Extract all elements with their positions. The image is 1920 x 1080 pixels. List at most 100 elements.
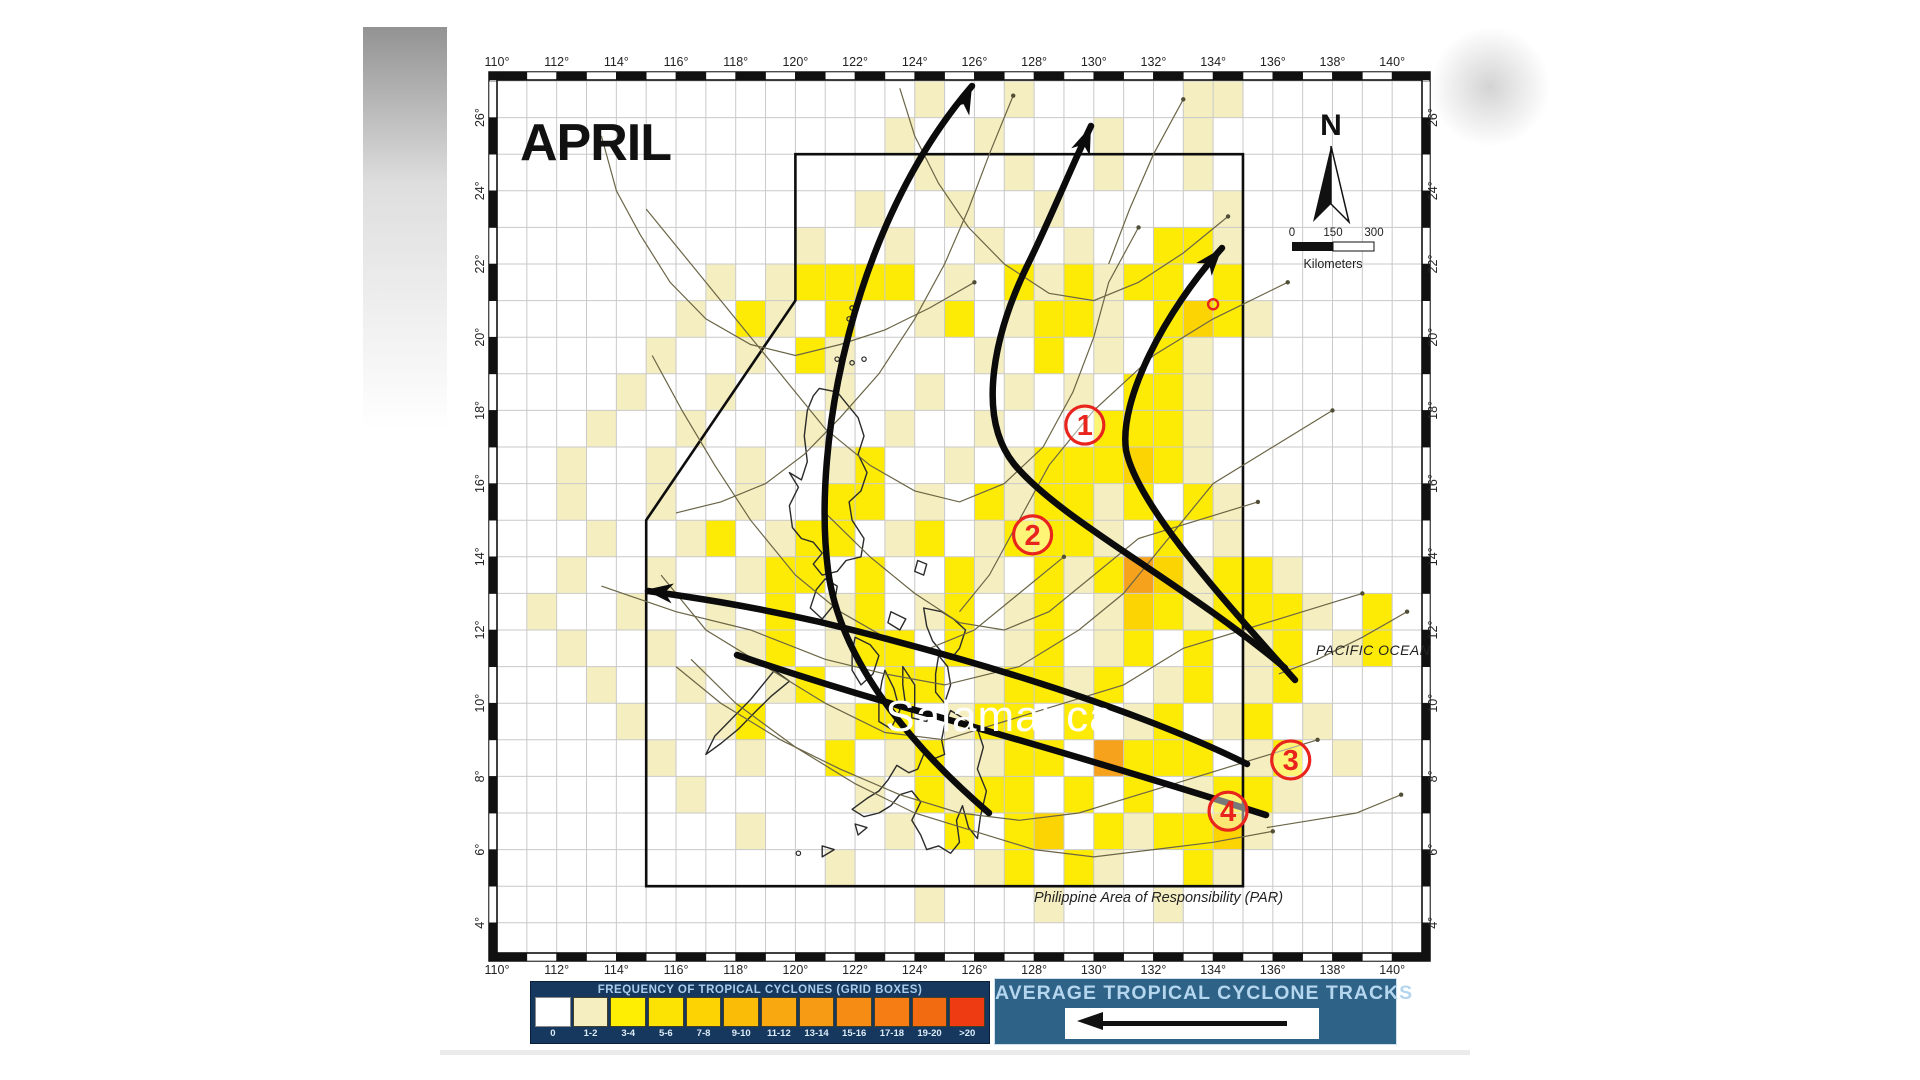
islet bbox=[795, 850, 802, 857]
freq-cell-cream bbox=[795, 227, 826, 264]
freq-cell-cream bbox=[1213, 81, 1243, 118]
island-outline bbox=[934, 654, 952, 704]
west-arrow-line bbox=[1101, 1021, 1287, 1026]
frame-dash-bottom bbox=[1242, 952, 1274, 962]
legend-swatch-label: 15-16 bbox=[842, 1028, 867, 1039]
legend-swatch: 9-10 bbox=[723, 997, 760, 1039]
scale-tick-0: 0 bbox=[1289, 227, 1295, 239]
frame-dash-left bbox=[488, 812, 498, 850]
frame-corner bbox=[1422, 72, 1430, 80]
track-origin-dot bbox=[1330, 408, 1335, 413]
freq-cell-cream bbox=[1183, 447, 1214, 484]
freq-cell-yellow bbox=[1153, 264, 1184, 301]
frame-dash-bottom bbox=[616, 952, 647, 962]
freq-cell-cream bbox=[646, 337, 677, 374]
frame-dash-bottom bbox=[854, 952, 886, 962]
frame-dash-top bbox=[795, 71, 826, 81]
freq-cell-yellow bbox=[1093, 813, 1124, 850]
frame-dash-left bbox=[488, 922, 498, 954]
freq-cell-cream bbox=[1004, 373, 1035, 411]
frame-dash-bottom bbox=[1362, 952, 1393, 962]
freq-cell-cream bbox=[1153, 666, 1184, 704]
freq-cell-yellow bbox=[914, 520, 945, 557]
freq-cell-cream bbox=[1213, 520, 1243, 557]
frame-dash-left bbox=[488, 593, 498, 631]
freq-cell-cream bbox=[1183, 410, 1214, 447]
lon-label: 138° bbox=[1320, 55, 1346, 69]
legend-swatch: 7-8 bbox=[685, 997, 722, 1039]
freq-cell-cream bbox=[676, 520, 706, 557]
freq-cell-cream bbox=[1213, 703, 1243, 740]
freq-cell-cream bbox=[884, 117, 915, 155]
freq-cell-cream bbox=[944, 264, 975, 301]
par-boundary bbox=[644, 152, 1245, 888]
track-origin-dot bbox=[972, 280, 977, 285]
frame-dash-bottom bbox=[705, 952, 737, 962]
lon-label: 134° bbox=[1200, 963, 1226, 977]
freq-cell-cream bbox=[646, 630, 677, 667]
freq-cell-yellow bbox=[855, 556, 885, 594]
frame-dash-left bbox=[488, 117, 498, 155]
frame-dash-top bbox=[1332, 71, 1363, 81]
island-outline bbox=[821, 845, 835, 858]
freq-cell-cream bbox=[676, 300, 706, 338]
frame-dash-bottom bbox=[765, 952, 796, 962]
average-track bbox=[989, 122, 1289, 672]
frame-dash-top bbox=[586, 71, 617, 81]
frame-dash-left bbox=[488, 702, 498, 741]
frequency-legend: FREQUENCY OF TROPICAL CYCLONES (GRID BOX… bbox=[530, 981, 990, 1044]
lon-label: 124° bbox=[902, 963, 928, 977]
lon-label: 128° bbox=[1021, 963, 1047, 977]
frame-dash-top bbox=[944, 71, 975, 81]
freq-cell-cream bbox=[825, 849, 856, 887]
lon-label: 122° bbox=[842, 55, 868, 69]
freq-cell-cream bbox=[1004, 630, 1035, 667]
freq-cell-cream bbox=[795, 410, 826, 447]
freq-cell-cream bbox=[646, 447, 677, 484]
freq-cell-yellow bbox=[1004, 776, 1035, 813]
lon-label: 110° bbox=[485, 963, 510, 977]
freq-cell-yellow bbox=[1242, 556, 1273, 594]
freq-cell-yellow bbox=[1004, 703, 1035, 740]
freq-cell-cream bbox=[884, 410, 915, 447]
track-number-circle bbox=[1064, 404, 1106, 446]
lon-label: 130° bbox=[1081, 55, 1107, 69]
legend-swatch: 15-16 bbox=[836, 997, 873, 1039]
lon-label: 114° bbox=[604, 55, 629, 69]
frame-dash-top bbox=[645, 71, 677, 81]
frame-dash-bottom bbox=[914, 952, 945, 962]
freq-cell-cream bbox=[1213, 849, 1243, 887]
scale-bar-black-segment bbox=[1292, 242, 1333, 251]
freq-cell-yellow bbox=[884, 666, 915, 704]
track-number-circle bbox=[1270, 739, 1312, 781]
track-origin-dot bbox=[1181, 97, 1186, 102]
track-origin-dot bbox=[1061, 554, 1067, 559]
frequency-legend-title: FREQUENCY OF TROPICAL CYCLONES (GRID BOX… bbox=[597, 984, 923, 996]
frame-corner bbox=[1422, 953, 1430, 961]
freq-cell-cream bbox=[735, 447, 766, 484]
legend-swatch-label: 11-12 bbox=[766, 1028, 791, 1039]
freq-cell-cream bbox=[765, 264, 796, 301]
freq-cell-yellow bbox=[1063, 447, 1094, 484]
north-arrow-right bbox=[1330, 145, 1351, 225]
lat-label: 8° bbox=[473, 770, 487, 782]
legend-swatch-label: 7-8 bbox=[696, 1028, 711, 1039]
frame-dash-top bbox=[526, 71, 557, 81]
freq-cell-cream bbox=[1183, 117, 1214, 155]
freq-cell-cream bbox=[1063, 373, 1094, 411]
freq-cell-yellow bbox=[1272, 593, 1303, 630]
legend-swatch-label: 3-4 bbox=[621, 1028, 636, 1039]
legend-swatch: >20 bbox=[949, 997, 986, 1039]
lat-label: 22° bbox=[473, 255, 487, 274]
freq-cell-cream bbox=[974, 117, 1005, 155]
freq-cell-yellow bbox=[1153, 739, 1184, 777]
scale-bar: 0 150 300 Kilometers bbox=[1289, 227, 1384, 271]
frame-dash-bottom bbox=[496, 952, 528, 962]
frame-dash-top bbox=[914, 71, 945, 81]
frame-dash-left bbox=[488, 446, 498, 484]
freq-cell-cream bbox=[1272, 776, 1303, 813]
legend-swatch-label: 9-10 bbox=[731, 1028, 751, 1039]
freq-cell-yellow bbox=[735, 300, 766, 338]
legend-swatch-color bbox=[836, 997, 873, 1027]
track-number: 4 bbox=[1220, 796, 1236, 828]
